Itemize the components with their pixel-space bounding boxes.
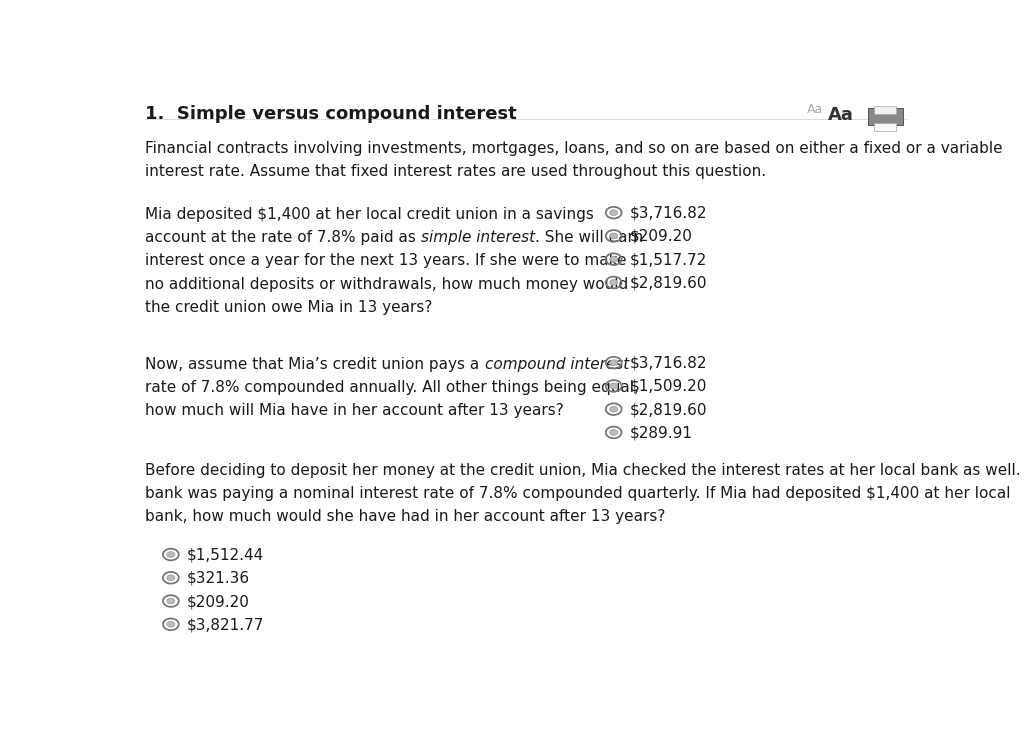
Text: $1,509.20: $1,509.20 (630, 379, 707, 394)
Text: compound interest: compound interest (484, 357, 629, 372)
Circle shape (609, 360, 617, 365)
FancyBboxPatch shape (874, 106, 896, 114)
Circle shape (167, 621, 175, 627)
Circle shape (167, 552, 175, 557)
Text: simple interest: simple interest (421, 230, 536, 245)
Text: bank, how much would she have had in her account after 13 years?: bank, how much would she have had in her… (145, 509, 666, 524)
Circle shape (609, 279, 617, 285)
Text: interest rate. Assume that fixed interest rates are used throughout this questio: interest rate. Assume that fixed interes… (145, 164, 767, 179)
Text: $3,716.82: $3,716.82 (630, 356, 707, 371)
Text: $289.91: $289.91 (630, 426, 692, 440)
Text: $3,821.77: $3,821.77 (186, 618, 264, 632)
Text: bank was paying a nominal interest rate of 7.8% compounded quarterly. If Mia had: bank was paying a nominal interest rate … (145, 486, 1011, 501)
Circle shape (609, 233, 617, 239)
FancyBboxPatch shape (867, 108, 902, 125)
Text: Aa: Aa (807, 103, 823, 116)
Circle shape (167, 575, 175, 581)
Text: Mia deposited $1,400 at her local credit union in a savings: Mia deposited $1,400 at her local credit… (145, 207, 594, 222)
Text: Now, assume that Mia’s credit union pays a: Now, assume that Mia’s credit union pays… (145, 357, 484, 372)
Text: Financial contracts involving investments, mortgages, loans, and so on are based: Financial contracts involving investment… (145, 140, 1004, 156)
Text: account at the rate of 7.8% paid as: account at the rate of 7.8% paid as (145, 230, 421, 245)
Text: $321.36: $321.36 (186, 571, 250, 586)
Text: Aa: Aa (828, 106, 854, 124)
Circle shape (609, 210, 617, 216)
Text: 1.  Simple versus compound interest: 1. Simple versus compound interest (145, 104, 517, 122)
Text: $3,716.82: $3,716.82 (630, 205, 707, 220)
Text: $2,819.60: $2,819.60 (630, 276, 707, 291)
Text: $209.20: $209.20 (630, 229, 692, 244)
Circle shape (609, 406, 617, 412)
Text: no additional deposits or withdrawals, how much money would: no additional deposits or withdrawals, h… (145, 276, 629, 291)
FancyBboxPatch shape (874, 123, 896, 131)
Circle shape (609, 383, 617, 389)
Text: how much will Mia have in her account after 13 years?: how much will Mia have in her account af… (145, 403, 564, 418)
Circle shape (167, 598, 175, 604)
Text: $1,517.72: $1,517.72 (630, 252, 707, 267)
Text: the credit union owe Mia in 13 years?: the credit union owe Mia in 13 years? (145, 300, 433, 315)
Text: $1,512.44: $1,512.44 (186, 547, 264, 562)
Text: Before deciding to deposit her money at the credit union, Mia checked the intere: Before deciding to deposit her money at … (145, 463, 1024, 478)
Text: rate of 7.8% compounded annually. All other things being equal,: rate of 7.8% compounded annually. All ot… (145, 380, 639, 395)
Circle shape (609, 256, 617, 262)
Text: . She will earn: . She will earn (536, 230, 644, 245)
Circle shape (609, 430, 617, 436)
Text: $209.20: $209.20 (186, 594, 250, 609)
Text: $2,819.60: $2,819.60 (630, 402, 707, 418)
Text: interest once a year for the next 13 years. If she were to make: interest once a year for the next 13 yea… (145, 254, 627, 268)
